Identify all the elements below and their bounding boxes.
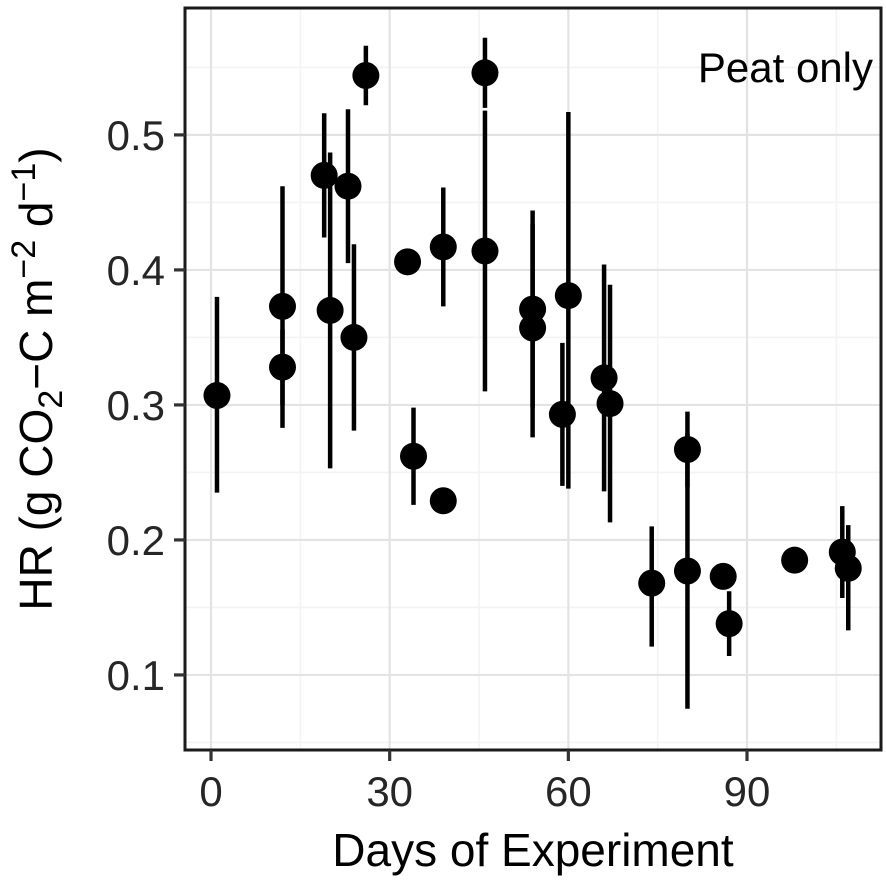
data-point [834, 554, 862, 582]
data-point [340, 323, 368, 351]
panel-border [183, 6, 883, 752]
data-point [334, 172, 362, 200]
data-point [519, 295, 547, 323]
data-point [400, 442, 428, 470]
data-point [709, 562, 737, 590]
data-point [471, 237, 499, 265]
data-point [673, 557, 701, 585]
data-point [394, 248, 422, 276]
data-point [715, 610, 743, 638]
annotation-peat-only: Peat only [698, 44, 873, 91]
x-tick-label: 60 [545, 768, 592, 815]
data-point [781, 546, 809, 574]
data-point [316, 296, 344, 324]
y-tick-label: 0.4 [107, 247, 165, 294]
data-point [352, 62, 380, 90]
x-tick-label: 0 [199, 768, 222, 815]
y-tick-label: 0.3 [107, 382, 165, 429]
x-tick-label: 90 [724, 768, 771, 815]
y-tick-label: 0.1 [107, 652, 165, 699]
data-point [638, 569, 666, 597]
y-tick-label: 0.5 [107, 112, 165, 159]
data-point [268, 292, 296, 320]
data-point [590, 364, 618, 392]
data-point [203, 381, 231, 409]
x-tick-label: 30 [366, 768, 413, 815]
data-point [471, 59, 499, 87]
data-point [268, 353, 296, 381]
data-point [548, 400, 576, 428]
data-point [554, 282, 582, 310]
data-point [673, 435, 701, 463]
x-axis-title: Days of Experiment [332, 824, 734, 876]
data-point [519, 314, 547, 342]
data-point [596, 390, 624, 418]
data-point [429, 233, 457, 261]
data-point [429, 487, 457, 515]
y-axis-title: HR (g CO2−C m−2 d−1) [5, 147, 70, 610]
y-tick-label: 0.2 [107, 517, 165, 564]
data-point [310, 161, 338, 189]
